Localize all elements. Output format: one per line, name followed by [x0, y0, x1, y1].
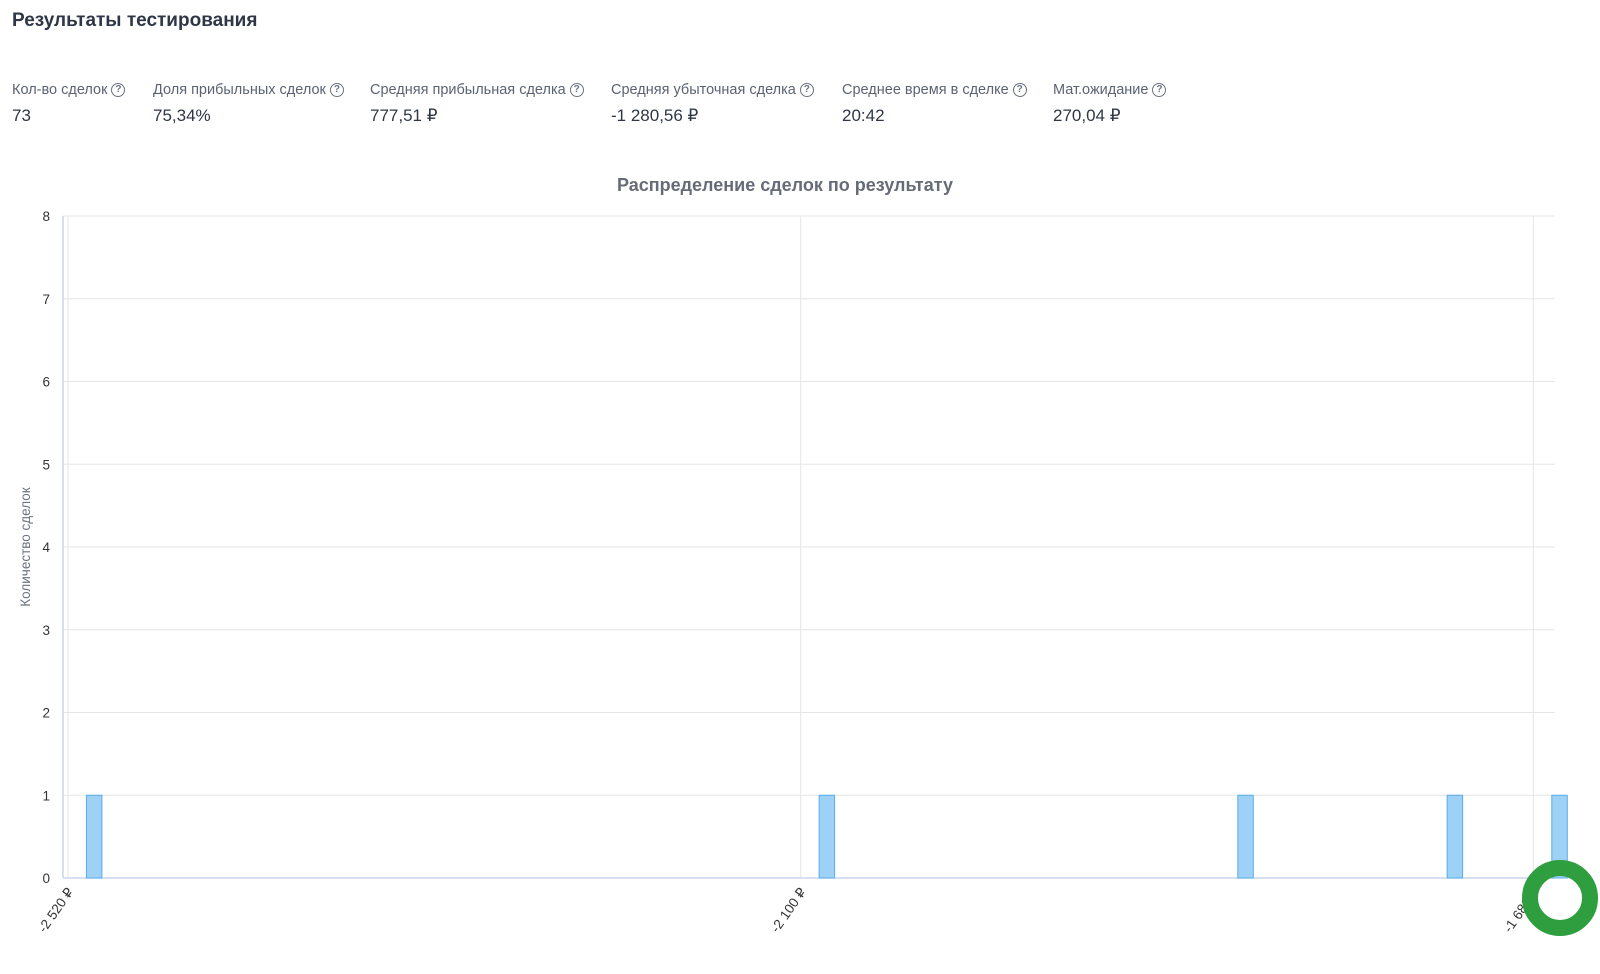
question-circle-icon[interactable]: ? — [329, 83, 344, 97]
stat-trades-count: Кол-во сделок? 73 — [12, 82, 126, 126]
y-tick-label: 8 — [42, 209, 50, 224]
y-tick-label: 6 — [42, 375, 50, 390]
stat-expectation: Мат.ожидание? 270,04 ₽ — [1053, 82, 1167, 126]
histogram-bar — [1551, 794, 1568, 879]
stat-label: Доля прибыльных сделок — [153, 82, 326, 98]
stat-label: Кол-во сделок — [12, 82, 108, 98]
stat-value: 20:42 — [842, 106, 885, 125]
chart-title: Распределение сделок по результату — [617, 175, 953, 195]
y-tick-label: 0 — [42, 871, 50, 886]
histogram-bar — [85, 794, 103, 879]
histogram-chart: Распределение сделок по результату 0 1 2 3 4 5… — [18, 175, 1568, 935]
stat-value: 777,51 ₽ — [370, 106, 438, 125]
question-circle-icon[interactable]: ? — [111, 83, 126, 97]
y-tick-label: 1 — [42, 788, 50, 803]
y-tick-label: 5 — [42, 457, 50, 472]
stat-label: Средняя прибыльная сделка — [370, 82, 566, 98]
histogram-bar — [1446, 794, 1464, 879]
x-tick-label: -2 520 ₽ — [35, 885, 77, 935]
question-circle-icon[interactable]: ? — [799, 83, 814, 97]
y-tick-label: 2 — [42, 706, 50, 721]
page-title: Результаты тестирования — [12, 10, 258, 31]
y-tick-label: 3 — [42, 623, 50, 638]
stat-value: -1 280,56 ₽ — [611, 106, 699, 125]
stat-avg-profit-trade: Средняя прибыльная сделка? 777,51 ₽ — [370, 82, 584, 126]
y-tick-label: 7 — [42, 292, 50, 307]
stat-value: 73 — [12, 106, 31, 125]
stat-avg-time: Среднее время в сделке? 20:42 — [842, 82, 1027, 126]
question-circle-icon[interactable]: ? — [1152, 83, 1167, 97]
stat-label: Мат.ожидание — [1053, 82, 1149, 98]
y-axis-title: Количество сделок — [18, 487, 33, 606]
green-ring-icon[interactable] — [1520, 858, 1600, 938]
y-tick-label: 4 — [42, 540, 50, 555]
stat-avg-loss-trade: Средняя убыточная сделка? -1 280,56 ₽ — [611, 82, 814, 126]
histogram-bar — [818, 794, 836, 879]
stat-label: Среднее время в сделке — [842, 82, 1009, 98]
x-tick-label: -2 100 ₽ — [768, 885, 810, 935]
stat-label: Средняя убыточная сделка — [611, 82, 796, 98]
histogram-bar — [1237, 794, 1254, 879]
stat-profitable-share: Доля прибыльных сделок? 75,34% — [153, 82, 344, 126]
question-circle-icon[interactable]: ? — [1012, 83, 1027, 97]
question-circle-icon[interactable]: ? — [569, 83, 584, 97]
stat-value: 75,34% — [153, 106, 211, 125]
stat-value: 270,04 ₽ — [1053, 106, 1121, 125]
